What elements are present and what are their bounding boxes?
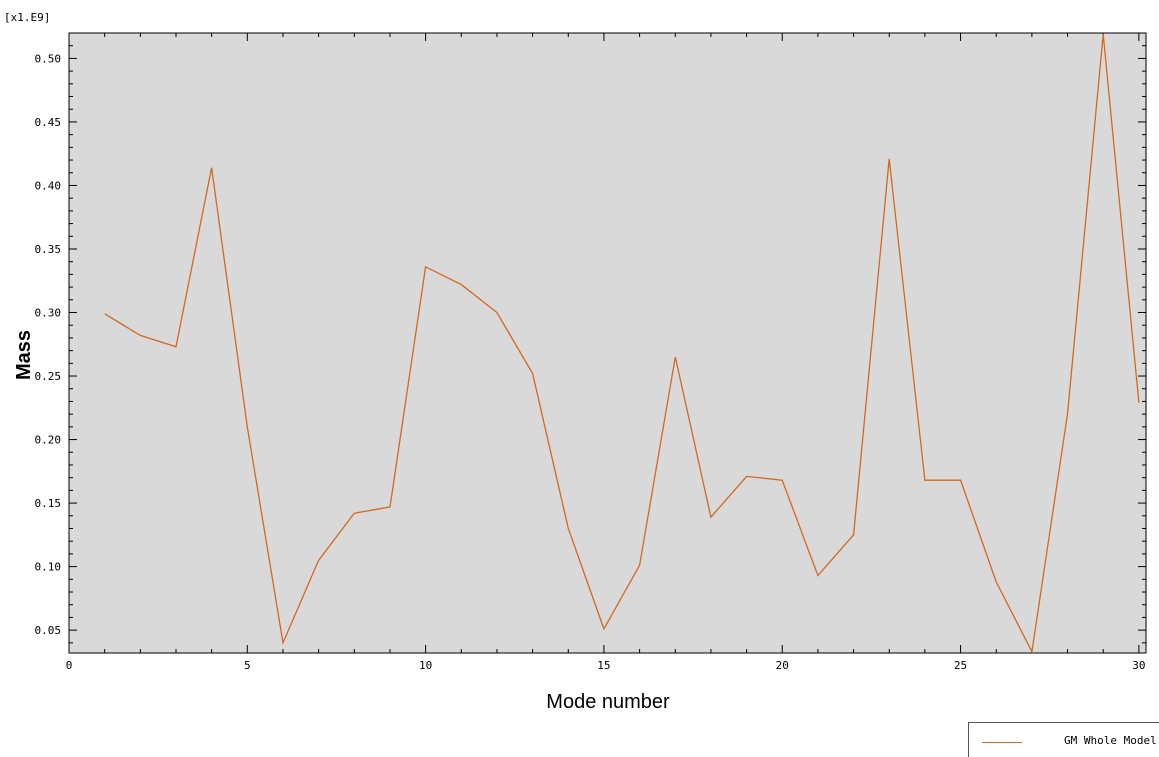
scale-factor-label: [x1.E9] [4, 11, 50, 24]
y-tick-label: 0.40 [35, 179, 62, 192]
legend-swatch [982, 742, 1022, 743]
y-tick-label: 0.35 [35, 243, 62, 256]
y-axis: 0.05 0.10 0.15 0.20 0.25 0.30 0.35 0.40 0.45 0.50 [35, 32, 1146, 644]
x-tick-label: 20 [776, 659, 789, 672]
y-tick-label: 0.25 [35, 370, 62, 383]
x-tick-label: 25 [954, 659, 967, 672]
y-tick-label: 0.20 [35, 434, 62, 447]
legend-label: GM Whole Model [1064, 734, 1157, 747]
x-tick-label: 30 [1132, 659, 1145, 672]
y-tick-label: 0.45 [35, 116, 62, 129]
y-tick-label: 0.50 [35, 52, 62, 65]
x-tick-label: 0 [66, 659, 73, 672]
y-tick-label: 0.30 [35, 307, 62, 320]
plot-area [68, 32, 1147, 654]
x-tick-label: 15 [597, 659, 610, 672]
x-axis-title: Mode number [546, 691, 670, 713]
y-axis-title: Mass [13, 330, 35, 380]
x-tick-label: 5 [244, 659, 251, 672]
y-tick-label: 0.10 [35, 561, 62, 574]
x-axis: 0 5 10 15 20 25 30 [66, 33, 1145, 672]
series-line-gm-whole-model [104, 34, 1140, 654]
legend: GM Whole Model [968, 722, 1159, 757]
y-tick-label: 0.05 [35, 624, 62, 637]
x-tick-label: 10 [419, 659, 432, 672]
y-tick-label: 0.15 [35, 497, 62, 510]
